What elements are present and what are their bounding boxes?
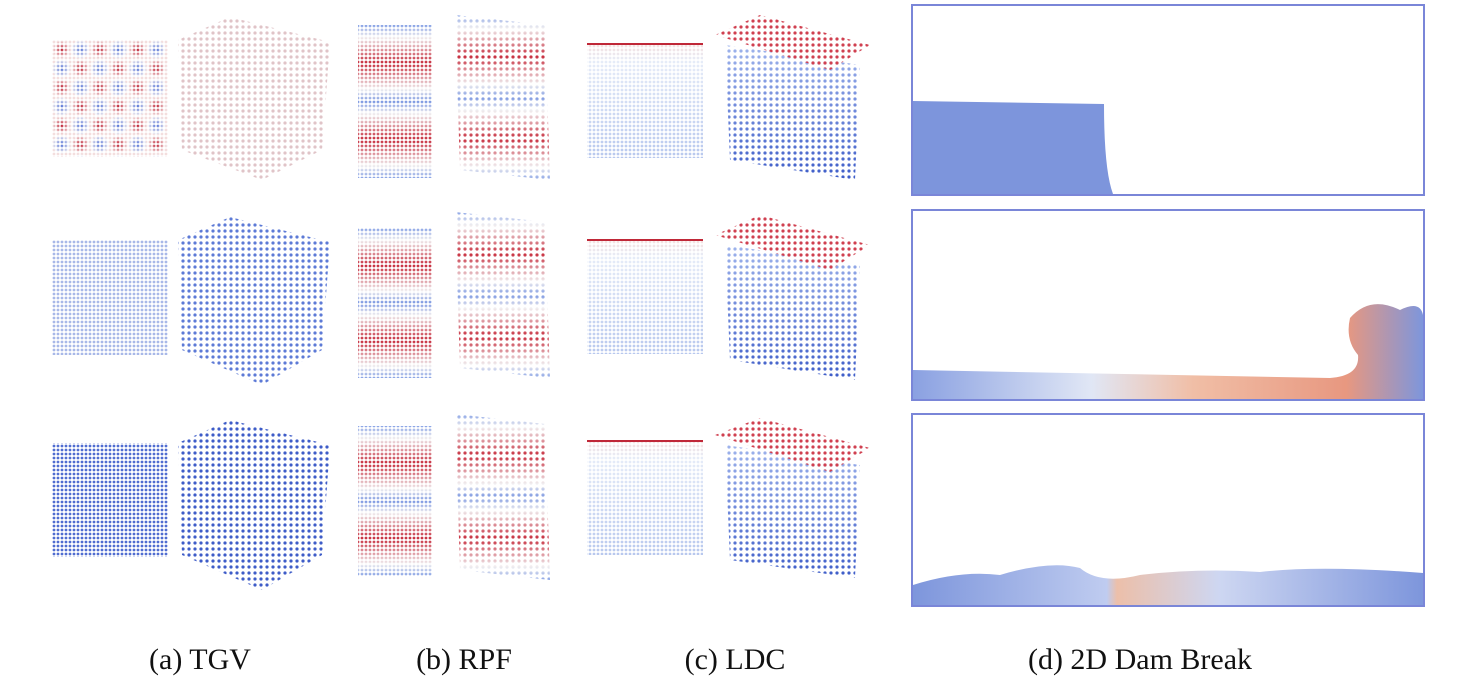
ldc-panels	[587, 15, 870, 578]
dam-break-panels	[911, 4, 1425, 607]
rpf-panels	[358, 15, 550, 580]
caption: (c) LDC	[685, 643, 786, 676]
tgv-panels	[52, 17, 330, 590]
caption: (b) RPF	[416, 643, 512, 676]
dam-fluid	[913, 101, 1423, 605]
caption: (a) TGV	[149, 643, 251, 676]
caption: (d) 2D Dam Break	[1028, 643, 1252, 676]
